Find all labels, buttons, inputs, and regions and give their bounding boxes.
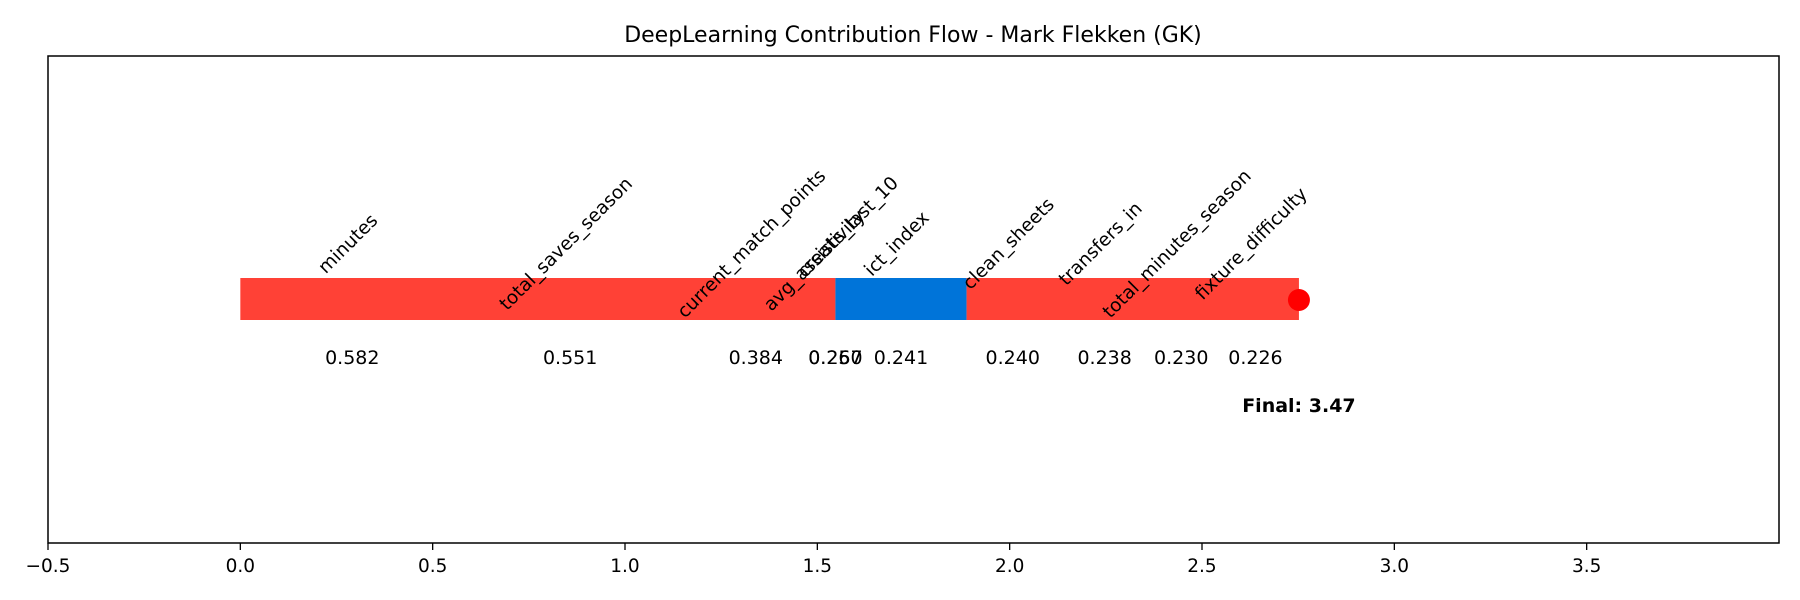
final-group: Final: 3.47 [1242, 289, 1356, 417]
value-label-transfers_in: 0.238 [1077, 347, 1131, 369]
plot-frame [47, 55, 1780, 544]
chart-title: DeepLearning Contribution Flow - Mark Fl… [624, 23, 1202, 48]
x-tick-label-0: −0.5 [26, 556, 71, 577]
bar-segment-1 [835, 278, 967, 320]
x-tick-label-2: 0.5 [418, 556, 447, 577]
bar-segment-0 [240, 278, 836, 320]
x-tick-label-1: 0.0 [226, 556, 255, 577]
value-label-current_match_points: 0.384 [729, 347, 783, 369]
feature-label-creativity: creativity [793, 206, 869, 282]
value-label-ict_index: 0.241 [874, 347, 928, 369]
value-label-creativity: 0.257 [808, 347, 862, 369]
final-label: Final: 3.47 [1242, 395, 1355, 417]
x-tick-label-7: 3.0 [1380, 556, 1409, 577]
x-tick-label-8: 3.5 [1572, 556, 1601, 577]
bar-segment-2 [966, 278, 1299, 320]
feature-label-minutes: minutes [314, 210, 382, 278]
value-label-total_saves_season: 0.551 [543, 347, 597, 369]
final-marker [1287, 289, 1310, 311]
bar-segments [240, 278, 1299, 320]
value-label-avg_assists_last_10: 0.260 [808, 347, 862, 369]
x-tick-label-5: 2.0 [995, 556, 1024, 577]
x-tick-label-4: 1.5 [803, 556, 832, 577]
value-label-total_minutes_season: 0.230 [1154, 347, 1208, 369]
value-label-clean_sheets: 0.240 [986, 347, 1040, 369]
x-tick-label-6: 2.5 [1187, 556, 1216, 577]
value-label-minutes: 0.582 [325, 347, 379, 369]
x-axis: −0.5 0.0 0.5 1.0 1.5 2.0 2.5 3.0 3.5 [26, 543, 1601, 577]
x-tick-label-3: 1.0 [610, 556, 639, 577]
value-label-fixture_difficulty: 0.226 [1228, 347, 1282, 369]
